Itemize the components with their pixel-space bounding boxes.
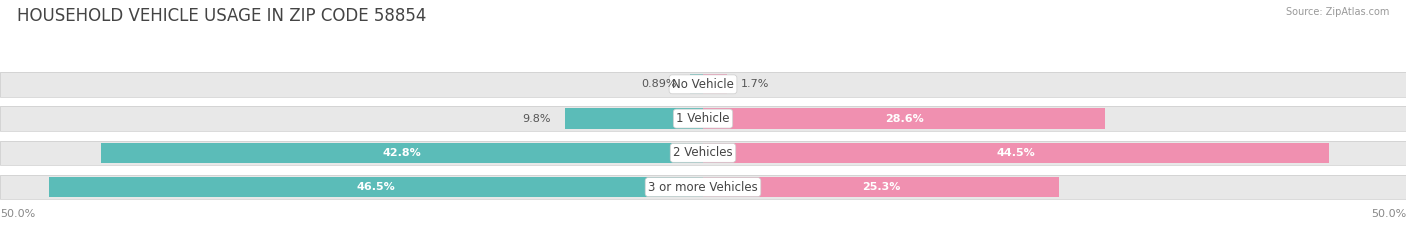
Text: 50.0%: 50.0% [1371,209,1406,219]
Bar [0,140,1406,165]
Bar [0,72,1406,97]
Text: 2 Vehicles: 2 Vehicles [673,146,733,159]
Text: 1.7%: 1.7% [741,79,769,89]
Text: 42.8%: 42.8% [382,148,422,158]
Text: 28.6%: 28.6% [884,113,924,124]
Bar [101,143,703,163]
Text: 1 Vehicle: 1 Vehicle [676,112,730,125]
Bar [703,143,1329,163]
Text: 3 or more Vehicles: 3 or more Vehicles [648,181,758,194]
Text: 46.5%: 46.5% [357,182,395,192]
Bar [703,177,1059,197]
Text: 9.8%: 9.8% [523,113,551,124]
Bar [703,74,727,95]
Bar [0,175,1406,199]
Text: No Vehicle: No Vehicle [672,78,734,91]
Bar [0,106,1406,131]
Bar [0,72,1406,97]
Text: 0.89%: 0.89% [641,79,676,89]
Bar [703,109,1105,129]
Bar [49,177,703,197]
Text: HOUSEHOLD VEHICLE USAGE IN ZIP CODE 58854: HOUSEHOLD VEHICLE USAGE IN ZIP CODE 5885… [17,7,426,25]
Text: 50.0%: 50.0% [0,209,35,219]
Bar [0,140,1406,165]
Bar [565,109,703,129]
Text: 44.5%: 44.5% [997,148,1035,158]
Bar [0,106,1406,131]
Bar [690,74,703,95]
Text: 25.3%: 25.3% [862,182,900,192]
Bar [0,175,1406,199]
Text: Source: ZipAtlas.com: Source: ZipAtlas.com [1285,7,1389,17]
